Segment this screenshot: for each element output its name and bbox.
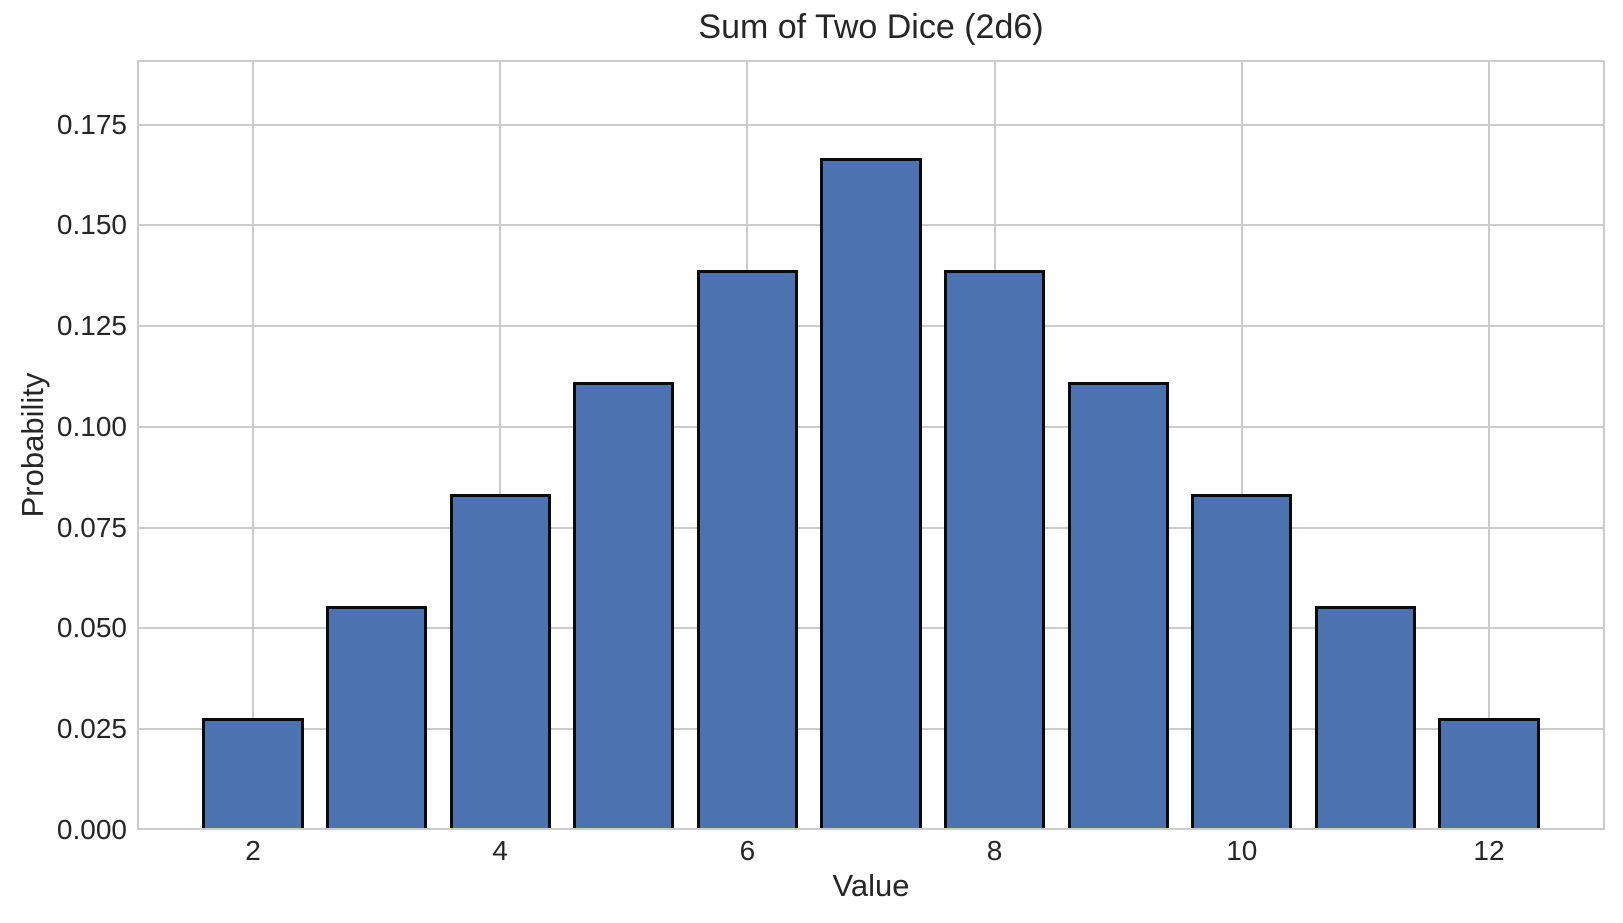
y-tick-label: 0.150 xyxy=(56,209,127,241)
bar xyxy=(449,494,551,830)
bar xyxy=(202,717,304,830)
y-tick-label: 0.100 xyxy=(56,410,127,442)
y-tick-label: 0.050 xyxy=(56,612,127,644)
plot-area xyxy=(137,60,1605,830)
bar xyxy=(1314,605,1417,830)
chart-title: Sum of Two Dice (2d6) xyxy=(698,8,1044,46)
bar xyxy=(1191,494,1293,830)
h-gridline xyxy=(137,123,1605,126)
y-tick-label: 0.175 xyxy=(56,108,127,140)
bar xyxy=(1067,382,1169,830)
bar xyxy=(573,382,675,830)
y-tick-label: 0.075 xyxy=(56,511,127,543)
x-axis-label: Value xyxy=(832,868,910,903)
bar xyxy=(325,605,428,830)
x-tick-label: 10 xyxy=(1226,835,1258,866)
y-tick-label: 0.125 xyxy=(56,310,127,342)
x-tick-label: 4 xyxy=(492,835,508,866)
x-tick-label: 8 xyxy=(986,835,1003,866)
v-gridline xyxy=(1240,60,1243,830)
v-gridline xyxy=(251,60,254,830)
v-gridline xyxy=(499,60,502,830)
v-gridline xyxy=(1488,60,1490,830)
x-tick-label: 6 xyxy=(739,835,756,866)
x-tick-label: 12 xyxy=(1473,835,1505,866)
y-tick-label: 0.000 xyxy=(56,814,127,845)
bar xyxy=(696,270,799,830)
bar xyxy=(943,270,1046,830)
x-tick-label: 2 xyxy=(245,835,261,866)
bar xyxy=(1438,717,1540,830)
bar xyxy=(820,157,922,830)
y-tick-label: 0.025 xyxy=(56,713,127,745)
